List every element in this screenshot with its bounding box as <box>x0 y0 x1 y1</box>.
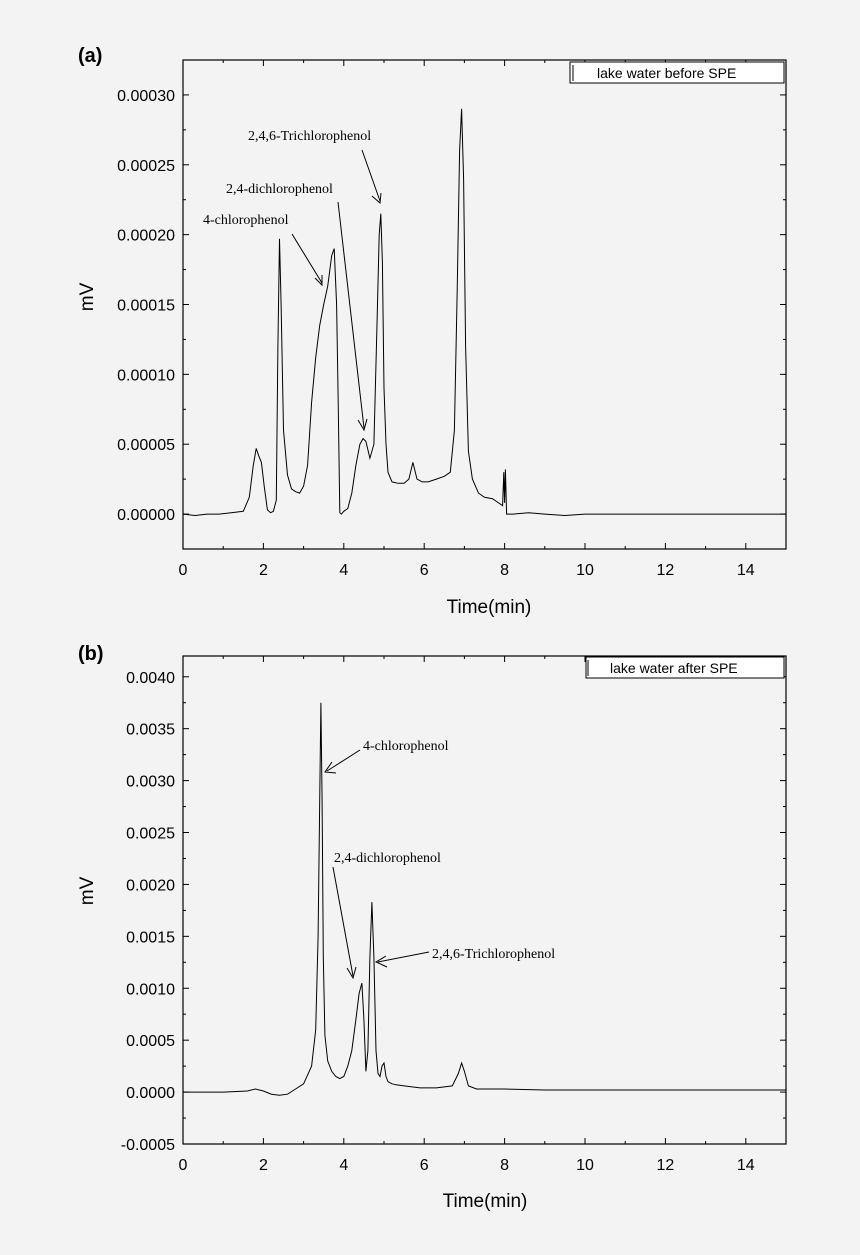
panel-label-b: (b) <box>78 643 104 665</box>
panel-a: (a) 0 2 4 6 8 10 12 14 0.00000 0.00005 0.00010 0.00… <box>77 45 787 618</box>
arrowhead-a-trichlorophenol <box>371 192 382 205</box>
annotation-b-chlorophenol: 4-chlorophenol <box>363 739 449 754</box>
annotation-b-dichlorophenol: 2,4-dichlorophenol <box>334 851 441 866</box>
arrowhead-b-trichlorophenol <box>374 955 388 968</box>
arrow-b-trichlorophenol <box>377 951 430 963</box>
arrowhead-b-chlorophenol <box>324 761 337 774</box>
y-tick-label-b: 0.0040 <box>126 670 175 687</box>
y-tick-label-a: 0.00015 <box>117 298 175 315</box>
panel-b: (b) 0 2 4 6 8 10 12 14 -0.0005 0.0000 0.0005 0.0010… <box>77 643 787 1212</box>
x-tick-label-a: 6 <box>420 562 429 579</box>
y-tick-label-a: 0.00020 <box>117 228 175 245</box>
x-tick-label-a: 12 <box>657 562 675 579</box>
x-tick-label-b: 8 <box>500 1157 509 1174</box>
arrow-b-dichlorophenol <box>332 866 354 977</box>
x-tick-label-b: 6 <box>420 1157 429 1174</box>
y-tick-label-b: 0.0010 <box>126 981 175 998</box>
y-tick-label-b: -0.0005 <box>121 1137 175 1154</box>
arrowhead-b-dichlorophenol <box>346 966 357 980</box>
y-tick-label-b: 0.0015 <box>126 929 175 946</box>
y-tick-label-b: 0.0035 <box>126 722 175 739</box>
panel-label-a: (a) <box>78 45 102 67</box>
y-axis-label-a: mV <box>77 282 98 311</box>
y-axis-label-b: mV <box>77 876 98 905</box>
x-tick-label-a: 10 <box>576 562 594 579</box>
annotation-b-trichlorophenol: 2,4,6-Trichlorophenol <box>432 947 555 962</box>
x-tick-label-a: 8 <box>500 562 509 579</box>
arrowhead-a-chlorophenol <box>314 275 323 287</box>
x-tick-label-b: 14 <box>737 1157 755 1174</box>
arrow-a-chlorophenol <box>291 233 323 284</box>
y-tick-label-a: 0.00005 <box>117 437 175 454</box>
y-tick-label-a: 0.00030 <box>117 88 175 105</box>
x-tick-label-b: 0 <box>179 1157 188 1174</box>
y-tick-label-b: 0.0020 <box>126 877 175 894</box>
x-tick-label-b: 10 <box>576 1157 594 1174</box>
x-tick-label-b: 12 <box>657 1157 675 1174</box>
y-tick-label-a: 0.00025 <box>117 158 175 175</box>
arrow-b-chlorophenol <box>326 749 361 772</box>
arrowhead-a-dichlorophenol <box>357 418 368 432</box>
x-tick-label-b: 4 <box>339 1157 348 1174</box>
legend-box-a <box>569 61 785 84</box>
plot-frame-b <box>182 655 787 1145</box>
arrow-a-trichlorophenol <box>361 149 381 202</box>
legend-text-a: lake water before SPE <box>597 65 736 81</box>
x-tick-label-a: 2 <box>259 562 268 579</box>
arrow-a-dichlorophenol <box>337 201 365 429</box>
x-tick-label-a: 14 <box>737 562 755 579</box>
x-tick-label-a: 4 <box>339 562 348 579</box>
x-tick-label-b: 2 <box>259 1157 268 1174</box>
x-axis-label-b: Time(min) <box>443 1191 528 1212</box>
x-axis-label-a: Time(min) <box>447 597 532 618</box>
legend-text-b: lake water after SPE <box>610 660 738 676</box>
chromatogram-trace-a <box>182 108 786 517</box>
y-tick-label-b: 0.0025 <box>126 826 175 843</box>
y-tick-label-b: 0.0005 <box>126 1033 175 1050</box>
y-tick-label-b: 0.0030 <box>126 774 175 791</box>
annotation-a-trichlorophenol: 2,4,6-Trichlorophenol <box>248 129 371 144</box>
chromatogram-trace-b <box>183 702 786 1096</box>
y-tick-label-a: 0.00000 <box>117 507 175 524</box>
legend-b: lake water after SPE <box>585 656 785 679</box>
y-tick-label-b: 0.0000 <box>126 1085 175 1102</box>
axis-ticks-a: 0 2 4 6 8 10 12 14 0.00000 0.00005 0.00010 0.00015 0… <box>117 60 786 579</box>
annotation-a-dichlorophenol: 2,4-dichlorophenol <box>226 182 333 197</box>
legend-a: lake water before SPE <box>569 61 785 84</box>
x-tick-label-a: 0 <box>179 562 188 579</box>
annotation-a-chlorophenol: 4-chlorophenol <box>203 213 289 228</box>
y-tick-label-a: 0.00010 <box>117 367 175 384</box>
legend-box-b <box>585 656 785 679</box>
